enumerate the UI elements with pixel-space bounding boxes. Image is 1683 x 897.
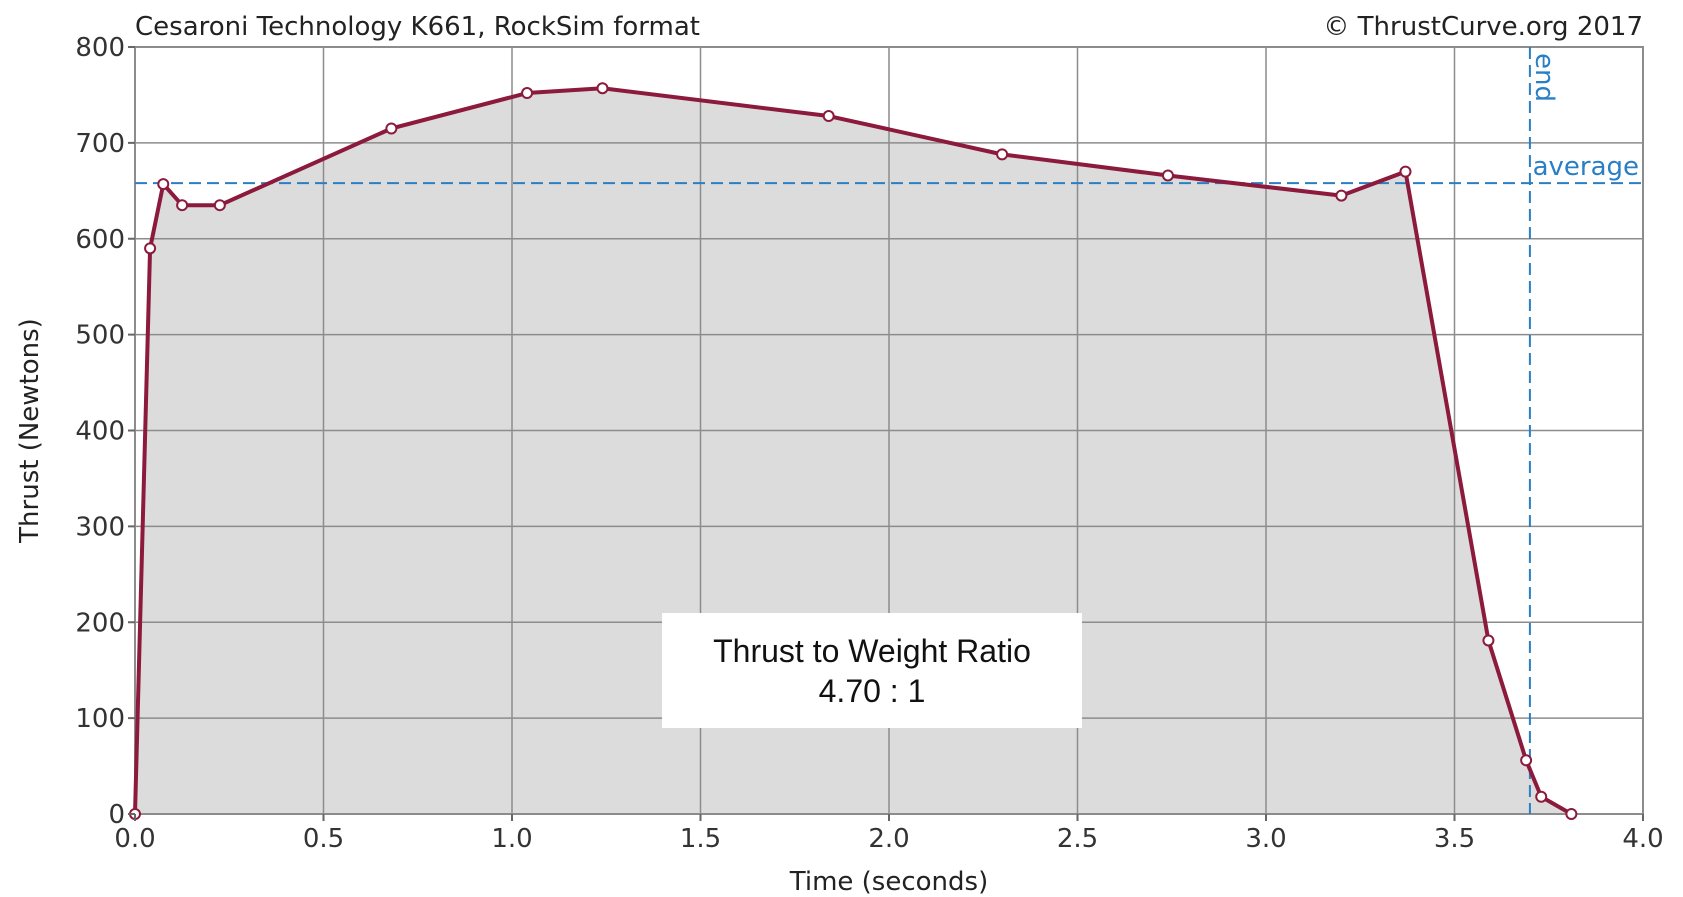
x-tick-label: 1.0 [491,824,532,854]
x-tick-label: 0.0 [114,824,155,854]
y-tick-label: 300 [75,512,125,542]
y-tick-label: 600 [75,225,125,255]
y-tick-label: 400 [75,417,125,447]
x-axis-title: Time (seconds) [789,867,988,897]
data-point [1535,790,1548,803]
x-tick-label: 3.5 [1434,824,1475,854]
data-point [1335,189,1348,202]
x-tick-label: 0.5 [303,824,344,854]
x-tick-label: 4.0 [1622,824,1663,854]
data-point [1520,754,1533,767]
data-point [1565,808,1578,820]
annotation-line-1: Thrust to Weight Ratio [713,632,1031,669]
y-axis-title: Thrust (Newtons) [15,318,45,544]
x-tick-label: 2.5 [1057,824,1098,854]
y-tick-label: 0 [108,800,125,830]
chart-title: Cesaroni Technology K661, RockSim format [135,12,700,42]
data-point [822,110,835,123]
x-tick-label: 2.0 [868,824,909,854]
data-point [144,242,157,255]
data-point [176,199,189,212]
thrust-weight-annotation: Thrust to Weight Ratio 4.70 : 1 [662,613,1082,728]
y-tick-label: 100 [75,704,125,734]
data-point [213,199,226,212]
thrust-area-fill [135,88,1572,814]
x-tick-label: 1.5 [680,824,721,854]
end-label: end [1529,53,1559,102]
x-tick-label: 3.0 [1245,824,1286,854]
data-point [596,82,609,95]
data-point [521,87,534,100]
data-point [157,178,170,191]
y-tick-label: 800 [75,33,125,63]
data-point [1399,165,1412,178]
data-point [996,148,1009,161]
annotation-line-2: 4.70 : 1 [818,672,926,709]
data-point [385,122,398,135]
data-point [1482,634,1495,647]
y-tick-label: 500 [75,321,125,351]
data-point [1161,169,1174,182]
y-tick-label: 200 [75,608,125,638]
y-tick-label: 700 [75,129,125,159]
copyright-label: © ThrustCurve.org 2017 [1323,12,1643,42]
average-label: average [1533,152,1639,182]
